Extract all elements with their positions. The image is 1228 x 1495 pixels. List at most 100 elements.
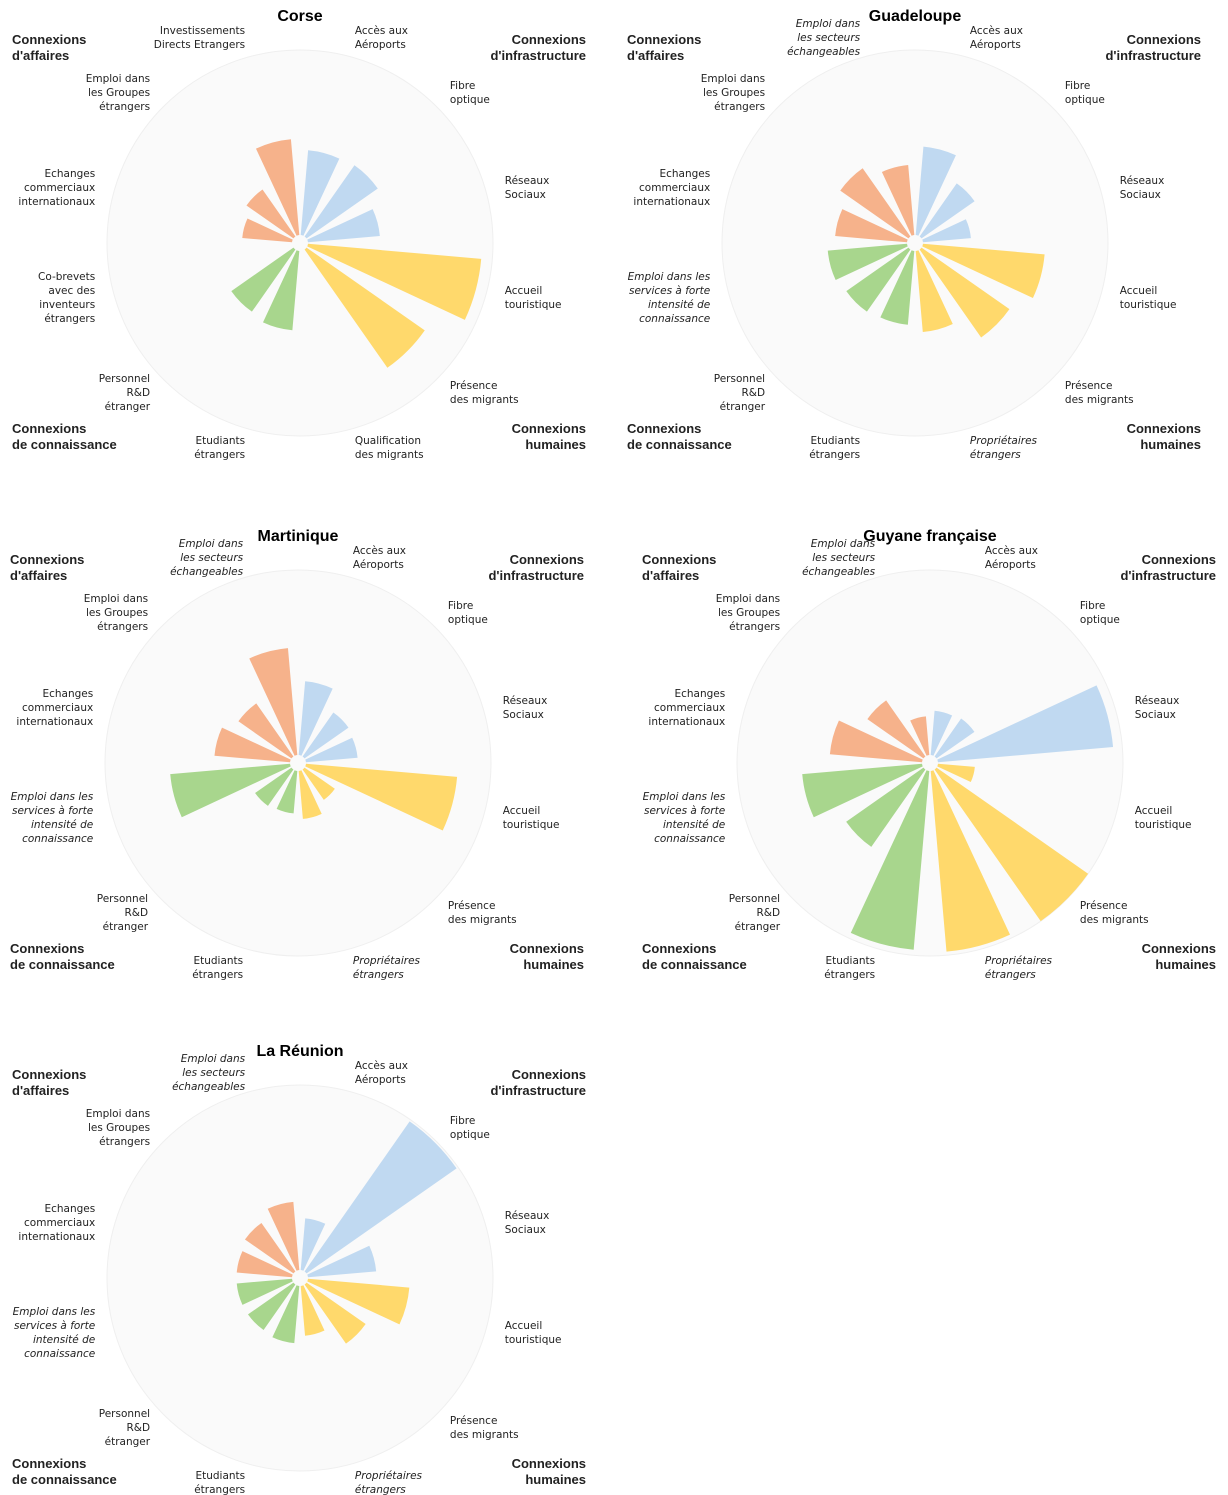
bar — [304, 1121, 457, 1274]
category-label: Fibre optique — [1065, 80, 1105, 106]
group-label: Connexions de connaissance — [627, 421, 732, 452]
text-line: intensité de — [31, 819, 93, 831]
text-line: intensité de — [648, 299, 710, 311]
category-label: Echanges commerciaux internationaux — [16, 688, 93, 728]
bar — [304, 165, 378, 239]
chart-title: Corse — [277, 8, 322, 25]
text-line: Présence — [450, 380, 498, 392]
text-line: commerciaux — [639, 182, 710, 194]
bar — [307, 209, 380, 243]
text-line: Connexions — [12, 1456, 86, 1471]
text-line: Accueil — [503, 805, 540, 817]
category-label: Emploi dans les secteurs échangeables — [170, 538, 244, 578]
text-line: Propriétaires — [355, 1470, 423, 1482]
category-label: Etudiants étrangers — [194, 1470, 245, 1495]
bar — [272, 1285, 300, 1344]
text-line: Aéroports — [985, 559, 1036, 571]
text-line: touristique — [505, 299, 562, 311]
category-label: Emploi dans les Groupes étrangers — [86, 1108, 150, 1148]
category-label: Qualification des migrants — [355, 435, 424, 461]
text-line: touristique — [1120, 299, 1177, 311]
text-line: des migrants — [450, 394, 519, 406]
bar — [267, 1201, 300, 1271]
category-label: Accès aux Aéroports — [353, 545, 406, 571]
bar — [919, 183, 975, 239]
bar — [910, 716, 930, 756]
text-line: les Groupes — [703, 87, 765, 99]
text-line: d'infrastructure — [488, 568, 584, 583]
text-line: Echanges — [44, 1203, 95, 1215]
text-line: Echanges — [674, 688, 725, 700]
text-line: des migrants — [450, 1429, 519, 1441]
polar-background — [104, 569, 492, 957]
text-line: R&D — [127, 1422, 151, 1434]
text-line: Emploi dans — [86, 1108, 150, 1120]
text-line: de connaissance — [12, 437, 117, 452]
text-line: Personnel — [99, 1408, 150, 1420]
text-line: Fibre — [450, 80, 475, 92]
text-line: Etudiants — [193, 955, 243, 967]
bar — [298, 770, 322, 819]
text-line: étrangers — [194, 449, 245, 461]
bar — [802, 763, 923, 818]
text-line: étranger — [105, 1436, 151, 1448]
category-label: Personnel R&D étranger — [714, 373, 766, 413]
bar — [244, 1222, 296, 1274]
bar — [304, 1282, 366, 1344]
category-label: Réseaux Sociaux — [505, 175, 550, 201]
text-line: Aéroports — [353, 559, 404, 571]
text-line: Accès aux — [355, 1060, 408, 1072]
text-line: étranger — [103, 921, 149, 933]
category-label: Emploi dans les secteurs échangeables — [787, 18, 861, 58]
text-line: commerciaux — [654, 702, 725, 714]
group-label: Connexions d'affaires — [642, 552, 716, 583]
text-line: Etudiants — [825, 955, 875, 967]
text-line: internationaux — [18, 196, 95, 208]
bar — [835, 209, 908, 243]
text-line: internationaux — [16, 716, 93, 728]
chart-title: Guyane française — [863, 528, 997, 545]
group-label: Connexions humaines — [512, 1456, 586, 1487]
category-label: Présence des migrants — [450, 1415, 519, 1441]
text-line: Echanges — [659, 168, 710, 180]
text-line: Directs Etrangers — [154, 39, 245, 51]
category-label: Investissements Directs Etrangers — [154, 25, 245, 51]
category-label: Fibre optique — [1080, 600, 1120, 626]
text-line: R&D — [742, 387, 766, 399]
category-label: Fibre optique — [450, 1115, 490, 1141]
text-line: Connexions — [642, 552, 716, 567]
category-label: Echanges commerciaux internationaux — [633, 168, 710, 208]
text-line: services à forte — [644, 805, 725, 817]
text-line: les Groupes — [88, 87, 150, 99]
text-line: étrangers — [192, 969, 243, 981]
category-label: Propriétaires étrangers — [355, 1470, 423, 1495]
group-label: Connexions d'affaires — [12, 1067, 86, 1098]
text-line: Connexions — [1127, 32, 1201, 47]
category-label: Etudiants étrangers — [194, 435, 245, 461]
text-line: Connexions — [512, 1067, 586, 1082]
text-line: touristique — [505, 1334, 562, 1346]
category-label: Accueil touristique — [505, 285, 562, 311]
bar — [846, 247, 911, 312]
category-label: Présence des migrants — [1065, 380, 1134, 406]
text-line: Emploi dans les — [13, 1306, 96, 1318]
text-line: touristique — [1135, 819, 1192, 831]
text-line: Réseaux — [503, 695, 548, 707]
text-line: étrangers — [985, 969, 1036, 981]
group-label: Connexions de connaissance — [10, 941, 115, 972]
group-label: Connexions humaines — [1142, 941, 1216, 972]
category-label: Fibre optique — [448, 600, 488, 626]
text-line: commerciaux — [22, 702, 93, 714]
text-line: Accueil — [1120, 285, 1158, 297]
text-line: Fibre — [448, 600, 473, 612]
category-label: Personnel R&D étranger — [99, 373, 151, 413]
text-line: étrangers — [355, 1484, 406, 1495]
category-label: Co-brevets avec des inventeurs étrangers — [38, 271, 95, 325]
text-line: Connexions — [627, 32, 701, 47]
text-line: étranger — [735, 921, 781, 933]
bar — [846, 767, 926, 847]
bar — [937, 685, 1114, 763]
category-label: Présence des migrants — [450, 380, 519, 406]
group-label: Connexions de connaissance — [12, 421, 117, 452]
category-label: Personnel R&D étranger — [97, 893, 149, 933]
